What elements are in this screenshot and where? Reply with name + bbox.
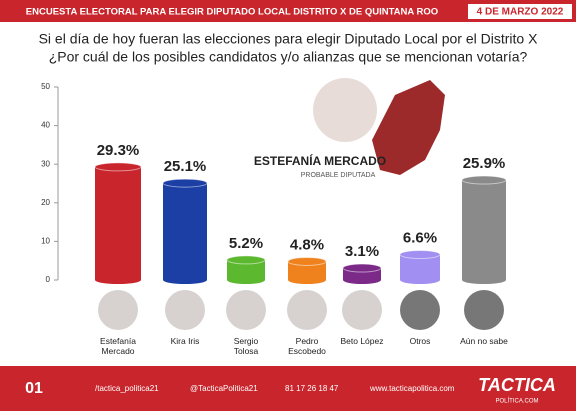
- feature-name: ESTEFANÍA MERCADO: [254, 153, 386, 168]
- avatar: [464, 290, 504, 330]
- x-tick-label: Sergio Tolosa: [233, 336, 259, 356]
- chart-subtitle: ¿Por cuál de los posibles candidatos y/o…: [49, 49, 528, 65]
- value-label: 29.3%: [97, 142, 140, 159]
- y-tick-label: 0: [46, 275, 51, 284]
- bar-cap: [226, 255, 266, 265]
- bar: [288, 261, 326, 280]
- bar: [227, 259, 265, 280]
- bar-base: [95, 276, 141, 284]
- bar-cap: [461, 175, 507, 185]
- bar-cap: [94, 162, 142, 172]
- bar-base: [343, 276, 381, 284]
- bar: [163, 183, 207, 280]
- map-shape: [372, 80, 445, 175]
- phone: 81 17 26 18 47: [285, 384, 339, 393]
- facebook: /tactica_politica21: [95, 384, 159, 393]
- value-label: 4.8%: [290, 236, 324, 253]
- x-tick-label: Pedro Escobedo: [288, 336, 326, 356]
- x-tick-label: Beto López: [340, 336, 384, 346]
- banner-date: 4 DE MARZO 2022: [477, 7, 564, 18]
- avatar: [98, 290, 138, 330]
- chart-title: Si el día de hoy fueran las elecciones p…: [39, 31, 539, 47]
- bar-base: [400, 276, 440, 284]
- y-tick-label: 20: [41, 198, 50, 207]
- page-number: 01: [25, 380, 43, 397]
- avatar: [400, 290, 440, 330]
- y-tick-label: 10: [41, 237, 50, 246]
- twitter: @TacticaPolitica21: [190, 384, 258, 393]
- x-tick-label: Estefanía Mercado: [100, 336, 136, 356]
- footer-bar: [0, 366, 576, 411]
- y-tick-label: 40: [41, 121, 50, 130]
- banner-title: ENCUESTA ELECTORAL PARA ELEGIR DIPUTADO …: [26, 7, 438, 18]
- brand: TACTICA: [478, 375, 556, 395]
- avatar: [342, 290, 382, 330]
- top-banner: [0, 0, 576, 22]
- bar-cap: [287, 256, 327, 266]
- date-box: [468, 4, 572, 19]
- y-tick-label: 50: [41, 82, 50, 91]
- value-label: 3.1%: [345, 243, 379, 260]
- avatar: [226, 290, 266, 330]
- bar-base: [163, 276, 207, 284]
- y-tick-label: 30: [41, 159, 50, 168]
- candidate-photo: [313, 78, 377, 142]
- value-label: 5.2%: [229, 235, 263, 252]
- bar: [343, 268, 381, 280]
- feature-role: PROBABLE DIPUTADA: [301, 172, 376, 179]
- value-label: 25.1%: [164, 158, 207, 175]
- brand-sub: POLÍTICA.COM: [495, 398, 538, 405]
- bar-base: [288, 276, 326, 284]
- bar-cap: [399, 250, 441, 260]
- bar-cap: [342, 263, 382, 273]
- bar: [462, 180, 506, 280]
- bar-base: [227, 276, 265, 284]
- value-label: 25.9%: [463, 155, 506, 172]
- avatar: [287, 290, 327, 330]
- avatar: [165, 290, 205, 330]
- x-tick-label: Aún no sabe: [460, 336, 508, 346]
- bar-base: [462, 276, 506, 284]
- bar-cap: [162, 178, 208, 188]
- website: www.tacticapolitica.com: [369, 384, 455, 393]
- x-tick-label: Kira Iris: [170, 336, 200, 346]
- value-label: 6.6%: [403, 229, 437, 246]
- bar: [95, 166, 141, 280]
- x-tick-label: Otros: [409, 336, 431, 346]
